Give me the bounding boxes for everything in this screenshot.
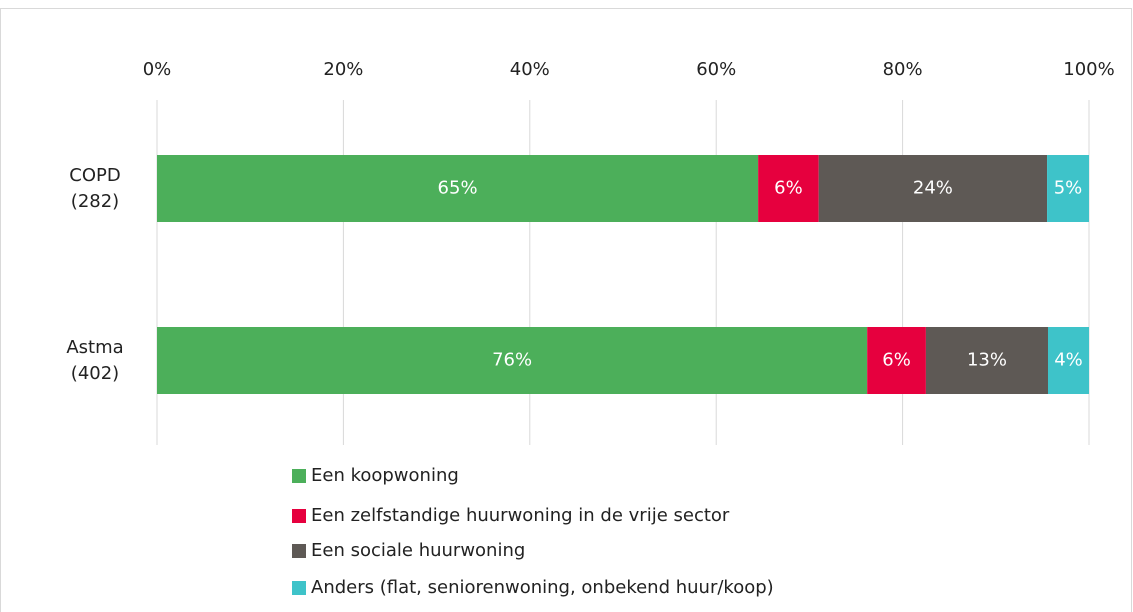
legend-swatch: [292, 581, 306, 595]
bar-segment: [157, 327, 868, 394]
x-tick-label: 40%: [510, 59, 550, 80]
value-label: 13%: [967, 350, 1007, 371]
bar-segment: [1047, 327, 1089, 394]
value-label: 6%: [882, 350, 911, 371]
category-label: Astma (402): [66, 336, 124, 384]
legend-label: Een zelfstandige huurwoning in de vrije …: [311, 505, 730, 526]
value-label: 4%: [1054, 350, 1083, 371]
x-tick-label: 80%: [883, 59, 923, 80]
frame: [0, 8, 1132, 612]
bar-segment: [1047, 155, 1089, 222]
value-label: 76%: [492, 350, 532, 371]
x-tick-label: 0%: [143, 59, 172, 80]
x-tick-label: 60%: [696, 59, 736, 80]
legend-label: Een koopwoning: [311, 465, 459, 486]
x-tick-label: 100%: [1063, 59, 1114, 80]
legend-swatch: [292, 509, 306, 523]
category-label: COPD (282): [69, 164, 121, 212]
legend-swatch: [292, 544, 306, 558]
legend-label: Een sociale huurwoning: [311, 540, 525, 561]
value-label: 5%: [1054, 178, 1083, 199]
value-label: 6%: [774, 178, 803, 199]
bar-segment: [925, 327, 1048, 394]
legend-label: Anders (flat, seniorenwoning, onbekend h…: [311, 577, 774, 598]
bar-segment: [867, 327, 926, 394]
bar-segment: [818, 155, 1048, 222]
bar-segment: [157, 155, 759, 222]
legend-swatch: [292, 469, 306, 483]
value-label: 65%: [438, 178, 478, 199]
value-label: 24%: [913, 178, 953, 199]
bar-segment: [758, 155, 819, 222]
x-tick-label: 20%: [323, 59, 363, 80]
